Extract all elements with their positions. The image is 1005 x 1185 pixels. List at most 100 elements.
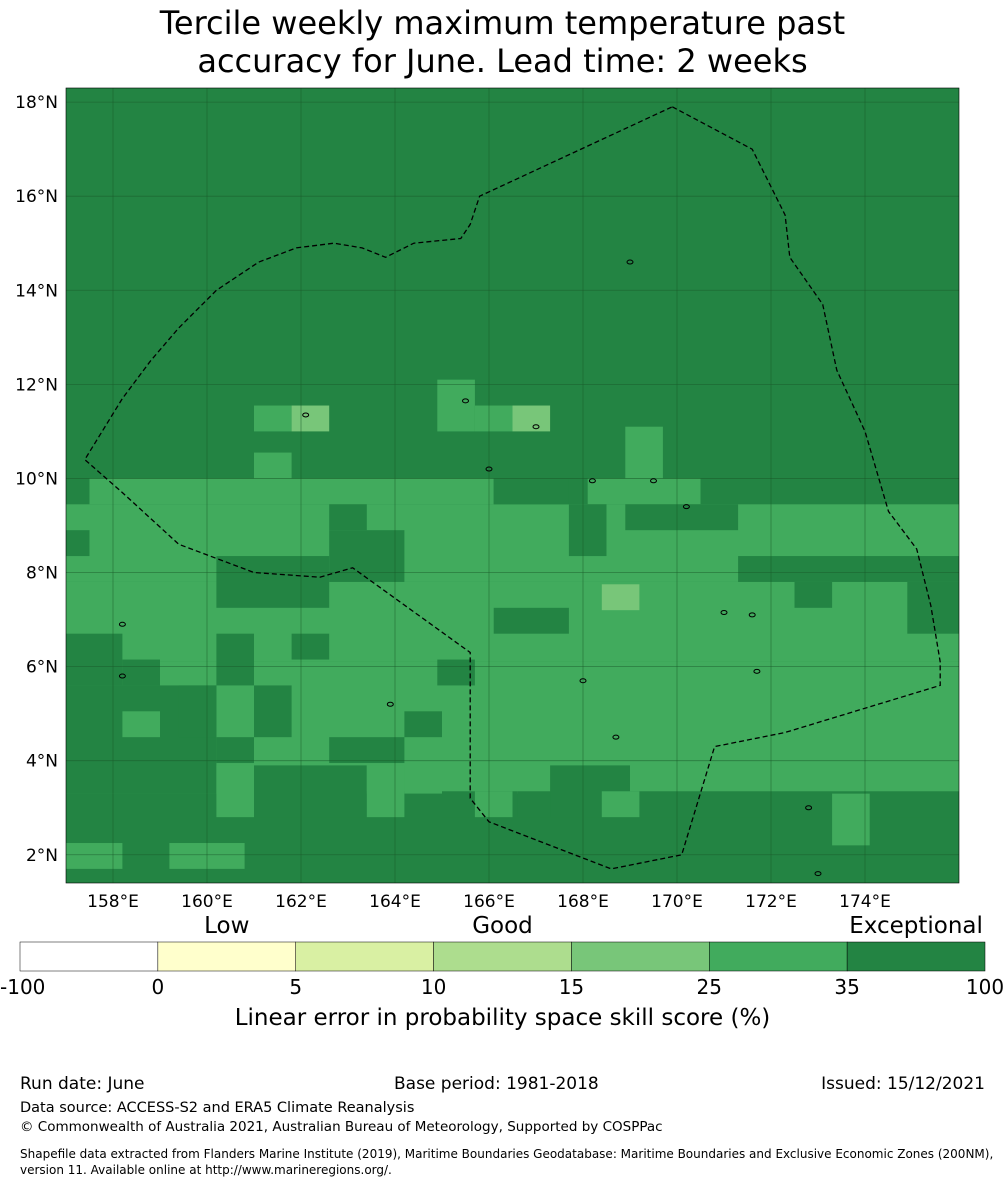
skill-cell (178, 685, 217, 738)
island-outline (579, 678, 587, 684)
lat-tick-label: 10°N (15, 469, 58, 489)
base-period: Base period: 1981-2018 (394, 1074, 599, 1094)
lon-tick-label: 166°E (463, 892, 515, 912)
colorbar-tick-label: -100 (0, 975, 46, 999)
colorbar-title: Linear error in probability space skill … (234, 1005, 771, 1031)
colorbar-segment (571, 941, 710, 972)
skill-cell (329, 530, 405, 582)
skill-cell (601, 584, 640, 611)
skill-cell (437, 379, 475, 432)
skill-cell (66, 530, 90, 557)
skill-cell (794, 581, 833, 608)
island-outline (118, 621, 126, 627)
colorbar-segment (157, 941, 296, 972)
island-outline (626, 259, 634, 265)
lat-tick-label: 16°N (15, 187, 58, 207)
skill-cell (587, 478, 701, 505)
skill-cell (568, 504, 607, 557)
lat-tick-label: 12°N (15, 375, 58, 395)
island-outline (532, 424, 540, 430)
colorbar-category-label: Low (204, 913, 250, 939)
colorbar-tick-label: 25 (696, 975, 722, 999)
skill-cell (122, 659, 160, 686)
lon-tick-label: 168°E (557, 892, 609, 912)
colorbar-tick-label: 0 (151, 975, 165, 999)
skill-cell (404, 711, 442, 738)
issued-date: Issued: 15/12/2021 (821, 1074, 985, 1094)
island-outline (650, 478, 657, 484)
island-outline (462, 398, 469, 404)
island-outline (302, 412, 310, 418)
skill-cell (291, 405, 330, 432)
map-frame (65, 87, 960, 884)
skill-cell (254, 452, 292, 479)
lat-tick-label: 2°N (26, 846, 58, 866)
skill-cell (630, 791, 959, 818)
skill-cell (738, 556, 959, 582)
lon-tick-label: 170°E (651, 892, 703, 912)
colorbar-category-label: Good (472, 913, 533, 939)
island-outline (588, 478, 596, 484)
skill-cell (474, 405, 513, 432)
lon-tick-label: 164°E (369, 892, 421, 912)
colorbar-tick-label: 10 (420, 975, 447, 999)
skill-cell (474, 791, 513, 818)
skill-cell (601, 791, 640, 818)
lat-tick-label: 8°N (26, 564, 58, 584)
lon-tick-label: 172°E (745, 892, 797, 912)
skill-cell (907, 581, 959, 634)
colorbar-tick-label: 100 (965, 975, 1005, 999)
island-outline (748, 612, 756, 618)
lat-tick-label: 18°N (15, 93, 58, 113)
copyright: © Commonwealth of Australia 2021, Austra… (20, 1119, 663, 1135)
colorbar-tick-label: 5 (289, 975, 303, 999)
skill-cell (291, 633, 330, 660)
map-gridlines (66, 88, 959, 883)
island-outline (805, 805, 813, 811)
colorbar-tick-label: 15 (558, 975, 585, 999)
island-outline (118, 673, 126, 679)
lon-tick-label: 160°E (181, 892, 233, 912)
lon-tick-label: 174°E (839, 892, 891, 912)
colorbar-segment (295, 941, 434, 972)
colorbar-tick-label: 35 (834, 975, 860, 999)
colorbar-segment (709, 941, 848, 972)
skill-cell (512, 405, 551, 432)
data-source: Data source: ACCESS-S2 and ERA5 Climate … (20, 1100, 415, 1116)
lon-tick-label: 162°E (275, 892, 327, 912)
island-outline (753, 668, 761, 674)
skill-cell (625, 504, 739, 531)
skill-cell (216, 765, 254, 818)
island-outline (814, 871, 822, 877)
skill-cell (254, 765, 367, 818)
skill-cell (517, 791, 555, 818)
colorbar (19, 941, 986, 972)
lat-tick-label: 4°N (26, 752, 58, 772)
skill-cell (89, 478, 494, 505)
map-title-line1: Tercile weekly maximum temperature past (159, 4, 846, 42)
run-date: Run date: June (20, 1074, 145, 1094)
skill-cell (66, 843, 123, 869)
skill-cell (216, 633, 254, 686)
skill-cell (254, 685, 292, 738)
skill-cell (216, 556, 330, 608)
eez-boundary (83, 106, 941, 870)
island-outline (720, 610, 728, 616)
colorbar-category-label: Exceptional (849, 913, 983, 939)
skill-cell (437, 659, 475, 686)
skill-cell (493, 607, 569, 634)
colorbar-segment (433, 941, 572, 972)
island-outline (386, 701, 394, 707)
skill-cell (254, 405, 292, 432)
shapefile-credit: Shapefile data extracted from Flanders M… (20, 1147, 994, 1177)
skill-cell (625, 426, 663, 479)
lon-tick-label: 158°E (87, 892, 139, 912)
skill-cell (329, 737, 405, 764)
skill-cell (66, 633, 123, 686)
skill-cell (216, 737, 254, 764)
skill-cell (329, 504, 367, 531)
skill-cell (122, 711, 160, 738)
island-outline (612, 734, 620, 740)
map-figure: 158°E 160°E 162°E 164°E 166°E 168°E 170°E 172°E… (15, 87, 960, 912)
lat-tick-label: 14°N (15, 281, 58, 301)
